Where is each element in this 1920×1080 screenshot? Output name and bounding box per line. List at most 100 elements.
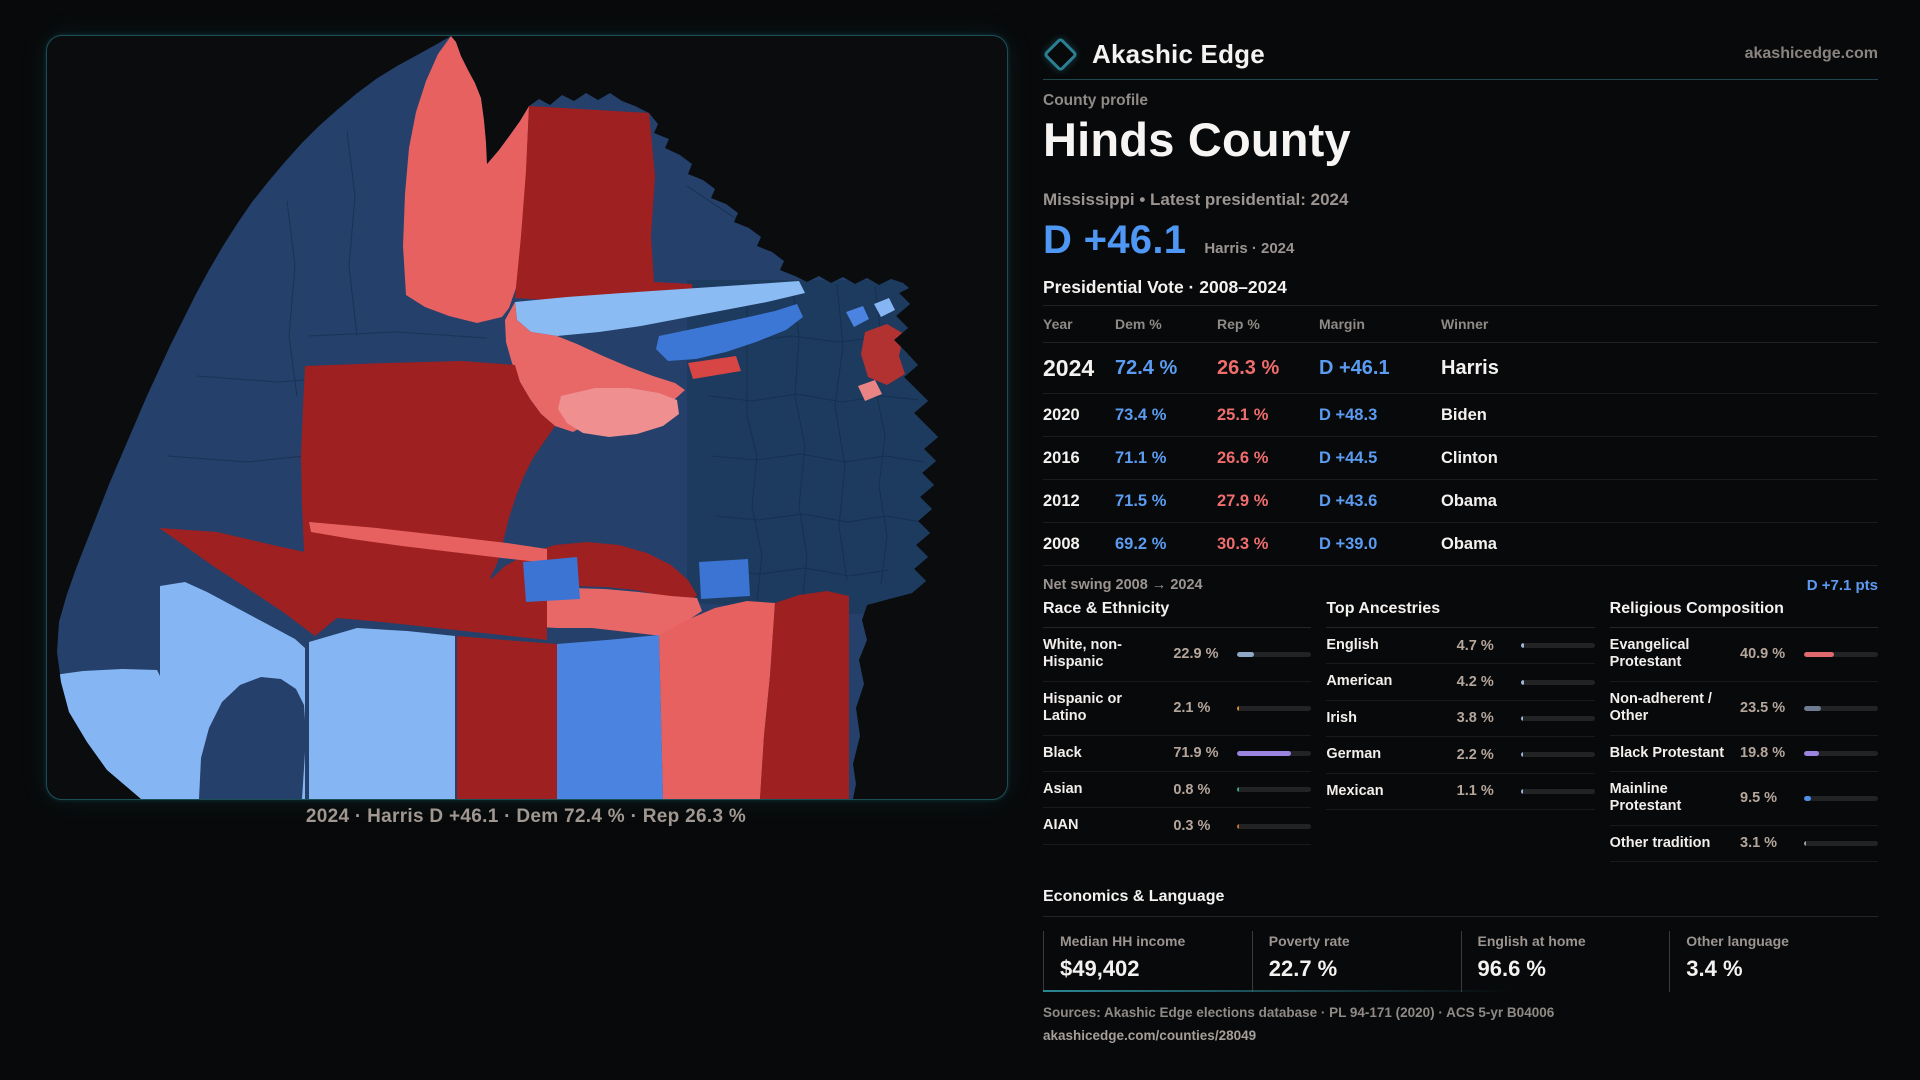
cell-rep-pct: 26.6 % xyxy=(1217,448,1269,467)
header-divider xyxy=(1043,79,1878,80)
stat-bar-track xyxy=(1804,795,1878,801)
stat-value: 71.9 % xyxy=(1173,745,1219,762)
cell-year: 2008 xyxy=(1043,534,1080,553)
stat-value: 9.5 % xyxy=(1740,790,1778,807)
stat-row: Asian 0.8 % xyxy=(1043,772,1312,809)
race-list: White, non-Hispanic 22.9 % Hispanic or L… xyxy=(1043,628,1312,845)
precinct-map xyxy=(57,36,938,799)
vote-table-row: 2016 71.1 % 26.6 % D +44.5 Clinton xyxy=(1043,437,1878,480)
stat-value: 40.9 % xyxy=(1740,646,1786,663)
cell-year: 2016 xyxy=(1043,448,1080,467)
stat-bar-track xyxy=(1804,705,1878,711)
cell-margin: D +43.6 xyxy=(1319,491,1378,510)
stat-row: Mexican 1.1 % xyxy=(1326,774,1595,810)
cell-winner: Obama xyxy=(1441,534,1497,553)
site-domain-link[interactable]: akashicedge.com xyxy=(1744,45,1878,62)
stat-label: Black xyxy=(1043,744,1082,761)
stat-label: AIAN xyxy=(1043,817,1079,834)
stat-bar-track xyxy=(1804,750,1878,756)
cell-year: 2020 xyxy=(1043,405,1080,424)
stat-row: German 2.2 % xyxy=(1326,737,1595,774)
headline-context: Harris · 2024 xyxy=(1204,240,1295,257)
stat-value: 0.8 % xyxy=(1173,781,1211,798)
vote-table: Year Dem % Rep % Margin Winner 2024 72.4… xyxy=(1043,305,1878,604)
religion-list: Evangelical Protestant 40.9 % Non-adhere… xyxy=(1609,628,1878,863)
vote-table-row: 2024 72.4 % 26.3 % D +46.1 Harris xyxy=(1043,343,1878,394)
economics-stat: Median HH income $49,402 xyxy=(1043,931,1252,992)
stat-bar-fill xyxy=(1237,651,1255,657)
stat-label: Mainline Protestant xyxy=(1609,780,1682,815)
cell-dem-pct: 71.5 % xyxy=(1115,491,1167,510)
stat-bar-track xyxy=(1804,651,1878,657)
stat-bar-track xyxy=(1804,840,1878,846)
stat-bar-fill xyxy=(1237,705,1240,711)
cell-year: 2012 xyxy=(1043,491,1080,510)
permalink[interactable]: akashicedge.com/counties/28049 xyxy=(1043,1028,1257,1043)
stat-label: Median HH income xyxy=(1060,933,1186,949)
stat-bar-fill xyxy=(1804,750,1819,756)
cell-dem-pct: 69.2 % xyxy=(1115,534,1167,553)
section-top-ancestries: Top Ancestries English 4.7 % American 4.… xyxy=(1326,600,1595,862)
cell-margin: D +39.0 xyxy=(1319,534,1378,553)
section-economics-language: Economics & Language Median HH income $4… xyxy=(1043,888,1878,992)
brand-name[interactable]: Akashic Edge xyxy=(1092,38,1265,69)
stat-bar-track xyxy=(1520,679,1595,685)
map-caption: 2024 · Harris D +46.1 · Dem 72.4 % · Rep… xyxy=(305,806,747,827)
section-title: Race & Ethnicity xyxy=(1043,600,1312,628)
net-swing-value: D +7.1 pts xyxy=(1806,576,1878,594)
vote-table-body: 2024 72.4 % 26.3 % D +46.1 Harris 2020 7… xyxy=(1043,343,1878,566)
cell-year: 2024 xyxy=(1043,354,1095,381)
stat-bar-track xyxy=(1237,823,1312,829)
stat-row: AIAN 0.3 % xyxy=(1043,808,1312,845)
cell-margin: D +48.3 xyxy=(1319,405,1378,424)
stat-label: White, non-Hispanic xyxy=(1043,637,1122,671)
stat-label: Irish xyxy=(1326,709,1357,726)
economics-stats: Median HH income $49,402 Poverty rate 22… xyxy=(1043,931,1878,992)
stat-value: 3.8 % xyxy=(1456,710,1494,727)
stat-row: Hispanic or Latino 2.1 % xyxy=(1043,682,1312,736)
stat-label: Poverty rate xyxy=(1268,933,1350,949)
col-rep: Rep % xyxy=(1217,316,1260,332)
stat-row: Other tradition 3.1 % xyxy=(1609,826,1878,863)
county-subtitle: Mississippi • Latest presidential: 2024 xyxy=(1043,190,1349,209)
stat-value: 22.7 % xyxy=(1268,956,1338,981)
col-dem: Dem % xyxy=(1115,316,1162,332)
stat-row: American 4.2 % xyxy=(1326,664,1595,701)
stat-bar-track xyxy=(1237,705,1312,711)
stat-label: English xyxy=(1326,637,1379,653)
stat-row: English 4.7 % xyxy=(1326,628,1595,665)
stat-row: Black 71.9 % xyxy=(1043,736,1312,772)
economics-stat: English at home 96.6 % xyxy=(1460,931,1670,992)
cell-winner: Clinton xyxy=(1441,448,1498,467)
cell-rep-pct: 25.1 % xyxy=(1217,405,1269,424)
cell-winner: Obama xyxy=(1441,491,1497,510)
stat-bar-fill xyxy=(1237,823,1240,829)
stat-row: Mainline Protestant 9.5 % xyxy=(1609,772,1878,826)
stat-value: 1.1 % xyxy=(1456,783,1494,800)
stat-value: 22.9 % xyxy=(1173,646,1219,663)
stat-label: English at home xyxy=(1477,933,1586,949)
stat-bar-track xyxy=(1237,750,1312,756)
stat-value: 3.1 % xyxy=(1740,835,1778,852)
stat-value: 96.6 % xyxy=(1477,956,1547,981)
stat-label: Hispanic or Latino xyxy=(1043,690,1122,725)
stat-bar-track xyxy=(1520,752,1595,758)
cell-winner: Harris xyxy=(1441,356,1499,379)
stat-value: $49,402 xyxy=(1060,956,1140,981)
stat-value: 2.2 % xyxy=(1456,746,1494,763)
stat-bar-fill xyxy=(1804,840,1807,846)
economics-stat: Poverty rate 22.7 % xyxy=(1251,931,1461,992)
section-race-ethnicity: Race & Ethnicity White, non-Hispanic 22.… xyxy=(1043,600,1312,862)
stat-value: 3.4 % xyxy=(1686,956,1743,981)
cell-rep-pct: 26.3 % xyxy=(1217,356,1280,379)
stat-bar-track xyxy=(1237,787,1312,793)
stat-value: 0.3 % xyxy=(1173,818,1211,835)
stat-bar-track xyxy=(1520,643,1595,649)
stat-row: White, non-Hispanic 22.9 % xyxy=(1043,628,1312,682)
cell-rep-pct: 30.3 % xyxy=(1217,534,1269,553)
ancestry-list: English 4.7 % American 4.2 % Irish xyxy=(1326,628,1595,810)
stat-value: 4.2 % xyxy=(1456,674,1494,691)
vote-table-row: 2012 71.5 % 27.9 % D +43.6 Obama xyxy=(1043,480,1878,523)
cell-rep-pct: 27.9 % xyxy=(1217,491,1269,510)
